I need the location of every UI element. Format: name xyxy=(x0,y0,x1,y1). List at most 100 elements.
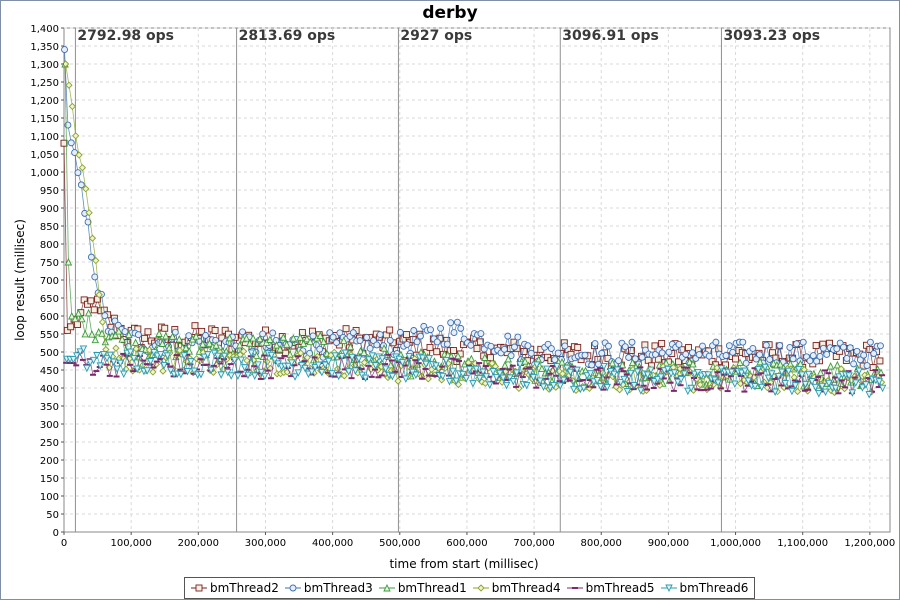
data-point xyxy=(852,379,860,387)
data-point xyxy=(794,365,803,374)
data-point xyxy=(457,324,465,332)
data-point xyxy=(202,331,210,339)
data-point xyxy=(192,332,200,340)
data-point xyxy=(373,341,381,349)
data-point xyxy=(825,372,832,375)
data-point xyxy=(680,370,689,378)
data-point xyxy=(654,382,661,385)
data-point xyxy=(843,354,851,362)
data-point xyxy=(244,371,252,380)
data-point xyxy=(858,384,867,392)
data-point xyxy=(83,364,91,373)
data-point xyxy=(180,372,187,375)
data-point xyxy=(714,379,722,387)
data-point xyxy=(855,367,863,376)
data-point xyxy=(180,352,188,360)
data-point xyxy=(65,81,73,89)
data-point xyxy=(583,385,590,388)
y-tick-label: 550 xyxy=(40,330,59,341)
data-point xyxy=(141,334,149,342)
data-point xyxy=(366,344,374,352)
data-point xyxy=(321,361,329,370)
data-point xyxy=(674,377,681,380)
data-point xyxy=(140,359,147,362)
data-point xyxy=(818,382,826,391)
data-point xyxy=(514,333,522,341)
data-point xyxy=(433,338,441,346)
data-point xyxy=(412,371,420,380)
data-point xyxy=(677,375,685,384)
data-point xyxy=(326,329,334,337)
data-point xyxy=(536,377,544,385)
data-point xyxy=(291,364,298,367)
data-point xyxy=(482,365,489,368)
data-point xyxy=(372,368,379,371)
data-point xyxy=(539,383,548,391)
plot-area xyxy=(63,27,891,533)
data-point xyxy=(93,352,101,360)
data-point xyxy=(465,365,474,374)
data-point xyxy=(225,333,234,342)
data-point xyxy=(363,333,371,341)
y-tick-label: 900 xyxy=(40,204,59,215)
data-point xyxy=(546,372,553,375)
data-point xyxy=(670,389,677,392)
data-point xyxy=(288,375,295,378)
data-point xyxy=(576,379,583,382)
data-point xyxy=(558,358,566,366)
data-point xyxy=(150,366,157,369)
data-point xyxy=(816,368,825,376)
data-point xyxy=(526,366,533,369)
data-point xyxy=(259,330,267,338)
data-point xyxy=(667,381,674,384)
data-point xyxy=(272,341,281,349)
data-point xyxy=(516,372,523,375)
legend-swatch xyxy=(284,584,301,592)
data-point xyxy=(439,372,447,381)
y-tick-label: 450 xyxy=(40,366,59,377)
data-point xyxy=(160,362,168,370)
data-point xyxy=(754,365,763,374)
data-point xyxy=(613,383,620,386)
data-point xyxy=(450,329,458,337)
data-point xyxy=(417,332,424,340)
data-point xyxy=(509,364,516,367)
data-point xyxy=(748,380,755,383)
data-point xyxy=(771,388,779,397)
data-point xyxy=(628,347,635,354)
data-point xyxy=(230,356,239,365)
data-point xyxy=(378,374,385,377)
data-point xyxy=(821,369,828,372)
data-point xyxy=(143,363,150,366)
data-point xyxy=(289,334,298,342)
data-point xyxy=(296,333,304,341)
data-point xyxy=(697,389,704,392)
data-point xyxy=(504,332,512,340)
data-point xyxy=(615,357,623,365)
data-point xyxy=(261,372,269,381)
data-point xyxy=(801,380,810,389)
data-point xyxy=(311,356,318,359)
data-point xyxy=(346,342,355,351)
data-point xyxy=(621,343,629,351)
data-point xyxy=(798,371,806,379)
data-point xyxy=(509,377,517,386)
x-axis-label: time from start (millisec) xyxy=(389,557,538,571)
y-tick-label: 1,350 xyxy=(30,42,59,53)
data-point xyxy=(533,361,541,369)
data-point xyxy=(823,350,831,358)
data-point xyxy=(301,360,308,363)
data-point xyxy=(227,372,235,380)
data-point xyxy=(482,373,491,381)
data-point xyxy=(403,331,410,339)
data-point xyxy=(729,348,737,356)
data-point xyxy=(459,370,467,379)
legend-swatch xyxy=(378,583,395,592)
data-point xyxy=(355,355,363,363)
data-point xyxy=(278,357,285,360)
data-point xyxy=(479,368,487,377)
data-point xyxy=(684,366,691,369)
data-point xyxy=(85,209,93,217)
data-point xyxy=(266,335,274,343)
data-point xyxy=(118,335,126,343)
